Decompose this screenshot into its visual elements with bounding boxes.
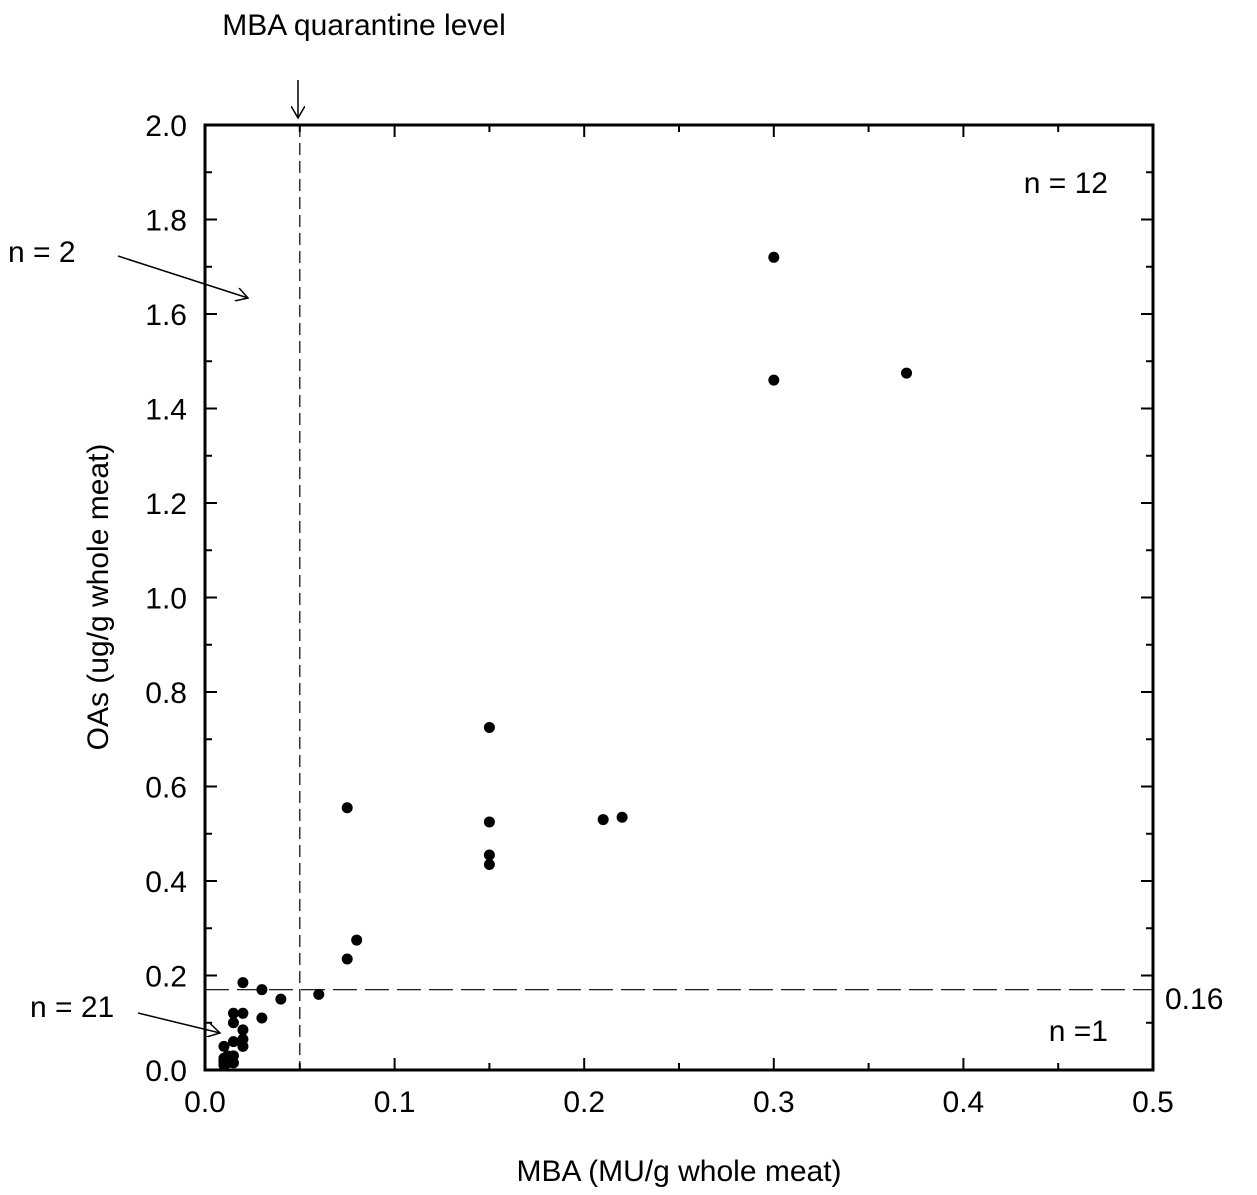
- x-tick-label: 0.3: [753, 1086, 795, 1119]
- y-axis-tick-labels: 0.0 0.2 0.4 0.6 0.8 1.0 1.2 1.4 1.6 1.8 2.0: [145, 110, 187, 1088]
- y-tick-label: 1.8: [145, 205, 187, 238]
- data-point: [483, 858, 495, 870]
- data-point: [768, 251, 780, 263]
- x-tick-label: 0.0: [184, 1086, 226, 1119]
- threshold-value-label: 0.16: [1165, 983, 1223, 1016]
- data-point: [313, 988, 325, 1000]
- y-axis-title: OAs (ug/g whole meat): [82, 444, 115, 751]
- n-lower-right-label: n =1: [1049, 1015, 1108, 1048]
- data-point: [768, 374, 780, 386]
- y-tick-label: 0.0: [145, 1055, 187, 1088]
- data-point: [237, 977, 249, 989]
- y-tick-label: 0.2: [145, 961, 187, 994]
- y-tick-label: 2.0: [145, 110, 187, 143]
- plot-area-frame: [203, 123, 1155, 1072]
- x-tick-label: 0.4: [943, 1086, 985, 1119]
- data-point: [237, 1033, 249, 1045]
- data-point: [341, 802, 353, 814]
- data-point: [275, 993, 287, 1005]
- n-lower-left-arrow: [137, 1012, 220, 1033]
- x-axis-tick-labels: 0.0 0.1 0.2 0.3 0.4 0.5: [184, 1086, 1174, 1119]
- x-tick-label: 0.5: [1132, 1086, 1174, 1119]
- y-tick-label: 1.2: [145, 488, 187, 521]
- x-tick-label: 0.2: [563, 1086, 605, 1119]
- n-lower-left-label: n = 21: [30, 991, 114, 1024]
- data-point: [597, 814, 609, 826]
- data-point: [227, 1036, 239, 1048]
- n-upper-left-label: n = 2: [8, 236, 76, 269]
- x-tick-label: 0.1: [374, 1086, 416, 1119]
- x-axis-title: MBA (MU/g whole meat): [516, 1155, 841, 1188]
- data-point: [237, 1007, 249, 1019]
- y-tick-label: 1.4: [145, 394, 187, 427]
- data-point: [901, 367, 913, 379]
- quarantine-level-label: MBA quarantine level: [222, 9, 506, 42]
- n-upper-left-arrow: [117, 255, 248, 298]
- y-tick-label: 0.4: [145, 866, 187, 899]
- data-point: [483, 816, 495, 828]
- data-point: [237, 1024, 249, 1036]
- axis-ticks: [204, 124, 1154, 1071]
- data-points: [218, 251, 913, 1071]
- data-point: [351, 934, 363, 946]
- y-tick-label: 1.6: [145, 299, 187, 332]
- y-tick-label: 0.6: [145, 772, 187, 805]
- data-point: [483, 849, 495, 861]
- data-point: [227, 1017, 239, 1029]
- data-point: [341, 953, 353, 965]
- data-point: [218, 1040, 230, 1052]
- y-tick-label: 0.8: [145, 677, 187, 710]
- data-point: [256, 1012, 268, 1024]
- data-point: [256, 984, 268, 996]
- data-point: [227, 1050, 239, 1062]
- data-point: [483, 721, 495, 733]
- n-upper-right-label: n = 12: [1024, 167, 1108, 200]
- y-tick-label: 1.0: [145, 583, 187, 616]
- data-point: [616, 811, 628, 823]
- data-point: [227, 1007, 239, 1019]
